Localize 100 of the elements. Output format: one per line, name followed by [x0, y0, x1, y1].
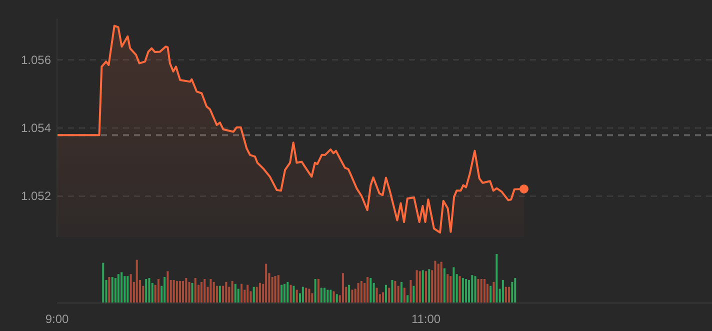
x-tick-label: 11:00 — [411, 312, 441, 326]
bar — [212, 282, 215, 303]
bar — [136, 260, 138, 303]
bar — [410, 280, 412, 303]
bar — [422, 270, 424, 303]
bar — [351, 290, 354, 303]
bar — [496, 254, 498, 303]
bar — [148, 278, 150, 303]
bar — [166, 271, 169, 303]
bar — [366, 277, 369, 303]
bar — [471, 275, 474, 303]
bar — [403, 288, 406, 303]
bar — [305, 288, 308, 303]
bar — [120, 272, 123, 303]
bar — [446, 274, 449, 303]
bar — [391, 280, 394, 303]
y-tick-label: 1.056 — [20, 52, 52, 67]
bar — [111, 277, 114, 303]
bar — [191, 282, 194, 303]
y-tick-label: 1.052 — [20, 189, 52, 204]
bar — [296, 290, 298, 303]
bar — [218, 286, 221, 303]
bar — [290, 284, 292, 303]
bar — [172, 280, 175, 303]
bar — [465, 278, 468, 303]
bar — [492, 282, 495, 303]
bar — [330, 290, 332, 303]
bar — [434, 260, 436, 303]
bar — [302, 286, 304, 303]
bar — [342, 273, 344, 303]
bar — [308, 288, 310, 303]
bar — [157, 278, 160, 303]
bar — [258, 282, 261, 303]
bar — [265, 264, 268, 303]
bar — [234, 284, 236, 303]
bar — [222, 286, 224, 303]
x-tick-label: 9:00 — [45, 312, 69, 326]
bar — [216, 286, 218, 303]
bar — [384, 284, 387, 303]
bar — [256, 286, 258, 303]
bar — [200, 282, 202, 303]
bar — [326, 290, 329, 303]
bar — [502, 280, 504, 303]
bar — [108, 277, 110, 303]
bar — [428, 269, 430, 303]
bar — [462, 278, 464, 303]
bar — [182, 280, 184, 303]
bar — [490, 286, 492, 303]
bar — [484, 278, 486, 303]
bar — [474, 276, 476, 303]
bar — [292, 286, 295, 303]
bar — [400, 282, 402, 303]
bar — [360, 280, 362, 303]
bar — [324, 288, 326, 303]
bar — [124, 276, 126, 303]
bar — [283, 284, 286, 303]
bar — [357, 282, 360, 303]
bar — [252, 286, 255, 303]
bar — [514, 278, 516, 303]
bar — [425, 271, 428, 303]
bar — [210, 278, 212, 303]
bar — [437, 264, 440, 303]
bar — [311, 293, 314, 303]
bar — [145, 278, 148, 303]
bar — [370, 278, 372, 303]
bar — [204, 278, 206, 303]
bar — [348, 284, 350, 303]
bar — [450, 276, 452, 303]
bar — [286, 282, 289, 303]
bar — [185, 278, 188, 303]
bar — [458, 276, 461, 303]
bar — [188, 282, 190, 303]
bar — [280, 284, 283, 303]
bar — [376, 288, 378, 303]
bar — [231, 280, 234, 303]
bar — [225, 282, 228, 303]
bar — [440, 262, 442, 303]
bar — [317, 278, 320, 303]
bar — [114, 278, 116, 303]
bar — [418, 271, 421, 303]
bar — [130, 274, 132, 303]
bar — [394, 280, 396, 303]
bar — [271, 277, 274, 303]
bar — [452, 267, 455, 303]
bar — [332, 291, 335, 303]
y-tick-label: 1.054 — [20, 121, 52, 135]
bar — [477, 278, 480, 303]
bar — [246, 284, 249, 303]
bar — [240, 284, 243, 303]
bar — [416, 270, 418, 303]
bar — [314, 278, 316, 303]
bar — [320, 288, 322, 303]
bar — [412, 286, 415, 303]
bar — [508, 286, 510, 303]
bar — [504, 286, 507, 303]
bar — [176, 280, 178, 303]
bar — [480, 278, 482, 303]
bar — [194, 278, 196, 303]
bar — [179, 280, 182, 303]
bar — [382, 292, 384, 303]
